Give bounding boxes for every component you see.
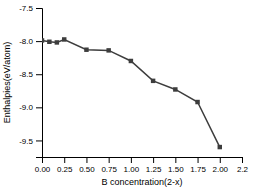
y-tick: -8.0	[19, 37, 42, 46]
x-tick-label: 1.25	[146, 165, 162, 174]
point	[47, 40, 51, 44]
x-tick-mark	[131, 157, 132, 163]
x-tick-label: 2.2	[237, 165, 249, 174]
point	[195, 100, 199, 104]
y-tick-mark	[36, 140, 42, 141]
point	[55, 40, 59, 44]
point	[173, 87, 177, 91]
y-tick-label: -8.5	[19, 70, 33, 79]
x-tick: 2.00	[212, 157, 228, 174]
y-axis: -7.5 -8.0 -8.5 -9.0 -9.5	[19, 4, 42, 157]
point	[42, 38, 44, 42]
x-tick: 0.00	[35, 157, 51, 174]
x-tick: 2.2	[237, 157, 249, 174]
x-tick-mark	[198, 157, 199, 163]
y-tick-label: -9.0	[19, 103, 33, 112]
point	[218, 145, 222, 149]
x-tick: 1.00	[124, 157, 140, 174]
x-tick-label: 2.00	[212, 165, 228, 174]
x-axis-line	[43, 158, 243, 164]
y-tick-mark	[36, 74, 42, 75]
x-tick-label: 1.00	[124, 165, 140, 174]
point	[62, 37, 66, 41]
point	[106, 48, 110, 52]
y-tick-mark	[36, 41, 42, 42]
x-tick-mark	[153, 157, 154, 163]
y-axis-line	[36, 9, 43, 158]
chart: 0.00 0.25 0.50 0.75 1.00 1.25 1.50 1.75 2.00 2.2 -…	[0, 0, 254, 189]
point	[151, 79, 155, 83]
x-tick: 1.50	[168, 157, 184, 174]
x-tick-mark	[64, 157, 65, 163]
x-tick-label: 1.50	[168, 165, 184, 174]
x-tick-label: 0.00	[35, 165, 51, 174]
x-tick: 1.25	[146, 157, 162, 174]
x-tick-mark	[175, 157, 176, 163]
y-tick-label: -9.5	[19, 137, 33, 146]
x-tick-label: 0.25	[57, 165, 73, 174]
y-tick: -8.5	[19, 70, 42, 79]
x-tick-label: 0.75	[101, 165, 117, 174]
y-tick: -9.0	[19, 103, 42, 112]
y-tick-mark	[36, 8, 42, 9]
x-tick-mark	[242, 157, 243, 163]
x-tick: 0.75	[101, 157, 117, 174]
point	[129, 59, 133, 63]
x-tick: 1.75	[190, 157, 206, 174]
x-tick-mark	[109, 157, 110, 163]
x-tick: 0.50	[79, 157, 95, 174]
x-tick-mark	[86, 157, 87, 163]
y-tick-mark	[36, 107, 42, 108]
y-tick: -7.5	[19, 4, 42, 13]
x-tick: 0.25	[57, 157, 73, 174]
line	[42, 39, 220, 147]
x-axis: 0.00 0.25 0.50 0.75 1.00 1.25 1.50 1.75 2.00 2.2	[35, 157, 249, 174]
x-tick-label: 1.75	[190, 165, 206, 174]
y-tick-label: -8.0	[19, 37, 33, 46]
point	[84, 47, 88, 51]
y-tick: -9.5	[19, 137, 42, 146]
x-tick-label: 0.50	[79, 165, 95, 174]
y-axis-title: Enthalpies(eV/atom)	[2, 42, 12, 124]
y-tick-label: -7.5	[19, 4, 33, 13]
plot-area	[42, 37, 222, 149]
x-tick-mark	[220, 157, 221, 163]
x-axis-title: B concentration(2-x)	[101, 177, 182, 187]
